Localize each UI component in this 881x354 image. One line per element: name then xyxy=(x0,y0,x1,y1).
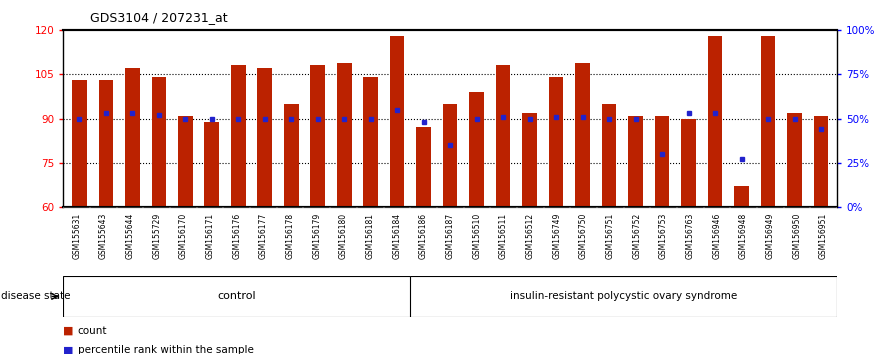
Text: control: control xyxy=(218,291,256,302)
Text: disease state: disease state xyxy=(1,291,70,302)
Text: GSM155643: GSM155643 xyxy=(99,213,108,259)
Bar xyxy=(681,119,696,207)
Text: GSM156176: GSM156176 xyxy=(233,213,241,259)
Text: GSM156178: GSM156178 xyxy=(285,213,294,259)
Text: GSM156187: GSM156187 xyxy=(446,213,455,259)
Text: GSM156181: GSM156181 xyxy=(366,213,374,259)
Text: GSM156763: GSM156763 xyxy=(685,213,695,259)
Bar xyxy=(496,65,510,207)
Bar xyxy=(284,104,299,207)
Text: GSM156171: GSM156171 xyxy=(205,213,215,259)
Text: GSM156184: GSM156184 xyxy=(392,213,402,259)
Text: GSM156186: GSM156186 xyxy=(419,213,428,259)
Bar xyxy=(152,77,167,207)
Bar xyxy=(522,113,537,207)
Text: GSM156751: GSM156751 xyxy=(606,213,615,259)
Bar xyxy=(125,68,139,207)
Text: GDS3104 / 207231_at: GDS3104 / 207231_at xyxy=(90,11,227,24)
Text: GSM156950: GSM156950 xyxy=(792,213,802,259)
Bar xyxy=(178,116,193,207)
Text: GSM156949: GSM156949 xyxy=(766,213,774,259)
Text: GSM155631: GSM155631 xyxy=(72,213,81,259)
Text: percentile rank within the sample: percentile rank within the sample xyxy=(78,346,254,354)
Bar xyxy=(443,104,457,207)
Bar xyxy=(602,104,617,207)
Bar xyxy=(761,36,775,207)
Text: GSM156512: GSM156512 xyxy=(526,213,535,259)
Text: GSM156750: GSM156750 xyxy=(579,213,588,259)
Bar xyxy=(417,127,431,207)
Bar xyxy=(470,92,484,207)
Bar xyxy=(575,63,590,207)
Bar xyxy=(364,77,378,207)
Text: GSM155729: GSM155729 xyxy=(152,213,161,259)
Bar xyxy=(814,116,828,207)
Text: count: count xyxy=(78,326,107,336)
Text: ■: ■ xyxy=(63,346,74,354)
Bar xyxy=(337,63,352,207)
Text: GSM156749: GSM156749 xyxy=(552,213,561,259)
Text: GSM156511: GSM156511 xyxy=(499,213,508,259)
Bar xyxy=(99,80,113,207)
Text: GSM156753: GSM156753 xyxy=(659,213,668,259)
Text: ■: ■ xyxy=(63,326,74,336)
Bar xyxy=(788,113,802,207)
Text: GSM156752: GSM156752 xyxy=(633,213,641,259)
Text: GSM156179: GSM156179 xyxy=(313,213,322,259)
Text: GSM156951: GSM156951 xyxy=(819,213,828,259)
Text: GSM155644: GSM155644 xyxy=(126,213,135,259)
Bar xyxy=(707,36,722,207)
Bar xyxy=(549,77,564,207)
Bar xyxy=(310,65,325,207)
Bar xyxy=(72,80,86,207)
Bar xyxy=(257,68,272,207)
Text: GSM156177: GSM156177 xyxy=(259,213,268,259)
Text: GSM156946: GSM156946 xyxy=(713,213,722,259)
Bar xyxy=(204,121,219,207)
Bar xyxy=(628,116,643,207)
Bar xyxy=(390,36,404,207)
Text: GSM156948: GSM156948 xyxy=(739,213,748,259)
Text: GSM156510: GSM156510 xyxy=(472,213,481,259)
Bar xyxy=(655,116,670,207)
Text: insulin-resistant polycystic ovary syndrome: insulin-resistant polycystic ovary syndr… xyxy=(510,291,737,302)
Text: GSM156180: GSM156180 xyxy=(339,213,348,259)
Bar xyxy=(231,65,246,207)
Text: GSM156170: GSM156170 xyxy=(179,213,188,259)
Bar xyxy=(734,187,749,207)
